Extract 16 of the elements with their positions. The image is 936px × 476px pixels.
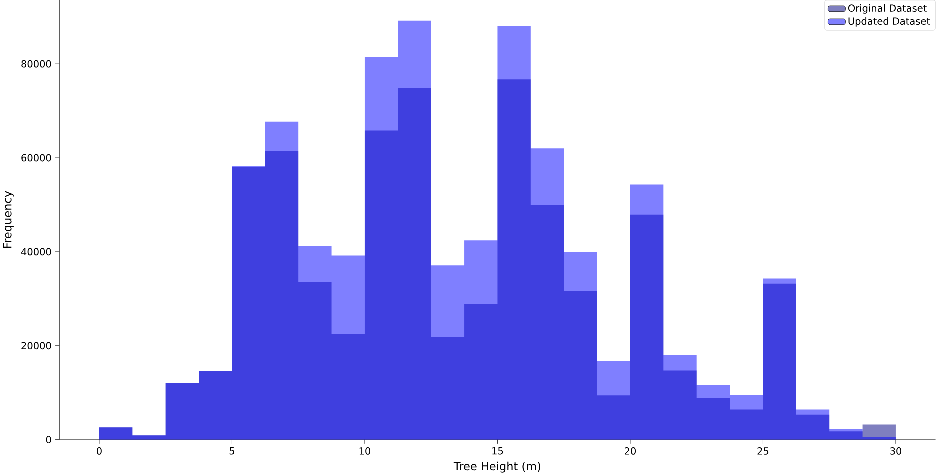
legend-label: Original Dataset [848,4,927,14]
y-tick-label: 20000 [22,342,52,350]
x-tick-label: 10 [360,447,371,455]
x-tick-label: 5 [230,447,234,455]
y-tick-label: 40000 [21,248,52,256]
x-tick-label: 25 [758,447,769,455]
y-tick-label: 0 [46,436,52,444]
x-tick-label: 0 [97,447,102,455]
x-axis-title: Tree Height (m) [454,462,541,473]
y-axis-title: Frequency [3,191,14,248]
x-tick-label: 15 [492,447,504,455]
x-tick-label: 30 [890,447,902,455]
legend-label: Updated Dataset [848,17,930,27]
x-tick-label: 20 [624,447,636,455]
y-tick-label: 80000 [22,60,52,68]
y-tick-label: 60000 [22,154,52,162]
